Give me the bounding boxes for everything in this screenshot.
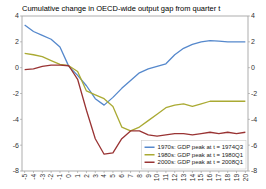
x-tick: [218, 171, 219, 173]
y2-tick: [248, 93, 250, 94]
x-tick: [245, 171, 246, 173]
y2-tick: [248, 16, 250, 17]
x-tick: [104, 171, 105, 173]
x-tick: [210, 171, 211, 173]
x-tick-label: 11: [162, 174, 169, 181]
x-tick: [227, 171, 228, 173]
x-tick: [77, 171, 78, 173]
y2-tick: [248, 67, 250, 68]
legend-swatch: [145, 154, 155, 156]
legend-label: 2000s: GDP peak at t = 2008Q1: [158, 159, 244, 165]
x-tick: [51, 171, 52, 173]
x-tick: [59, 171, 60, 173]
x-tick-label: 13: [180, 174, 187, 182]
x-tick: [165, 171, 166, 173]
x-tick: [42, 171, 43, 173]
x-tick-label: 14: [189, 174, 196, 182]
y2-tick-label: 4: [251, 12, 255, 19]
legend-label: 1970s: GDP peak at t = 1974Q3: [158, 144, 244, 150]
y-tick-label: -6: [13, 142, 19, 149]
x-tick-label: 12: [171, 174, 178, 182]
y2-tick-label: 0: [251, 64, 255, 71]
y2-tick: [248, 119, 250, 120]
y2-tick-label: -6: [251, 142, 257, 149]
x-tick: [236, 171, 237, 173]
y-tick: [20, 67, 22, 68]
x-tick: [139, 171, 140, 173]
y-tick-label: -4: [13, 116, 19, 123]
x-tick-label: 7: [127, 174, 134, 178]
y-tick: [20, 93, 22, 94]
x-tick-label: 20: [242, 174, 249, 182]
y2-tick: [248, 145, 250, 146]
x-tick: [24, 171, 25, 173]
y2-tick: [248, 41, 250, 42]
y2-tick: [248, 171, 250, 172]
chart: -5-4-3-2-1012345678910111213141516171819…: [0, 0, 266, 189]
y2-tick-label: -4: [251, 116, 257, 123]
x-tick: [192, 171, 193, 173]
x-tick-label: 1: [74, 174, 81, 178]
x-tick-label: 5: [109, 174, 116, 178]
x-tick-label: 0: [65, 174, 72, 178]
x-tick-label: 8: [136, 174, 143, 178]
y2-tick-label: -2: [251, 90, 257, 97]
x-tick-label: -1: [56, 174, 63, 180]
x-tick-label: 3: [92, 174, 99, 178]
x-tick-label: -4: [30, 174, 37, 180]
y-tick-label: -8: [13, 167, 19, 174]
x-tick-label: 9: [145, 174, 152, 178]
y-tick-label: 4: [15, 12, 19, 19]
x-tick-label: -5: [21, 174, 28, 180]
x-tick: [121, 171, 122, 173]
y-tick: [20, 41, 22, 42]
y-tick-label: 0: [15, 64, 19, 71]
x-tick-label: -2: [47, 174, 54, 180]
legend-label: 1980s: GDP peak at t = 1980Q1: [158, 152, 244, 158]
y-tick-label: -2: [13, 90, 19, 97]
plot-frame: [22, 16, 248, 171]
x-tick: [130, 171, 131, 173]
y-tick: [20, 16, 22, 17]
x-tick-label: 2: [83, 174, 90, 178]
x-tick: [68, 171, 69, 173]
x-tick: [174, 171, 175, 173]
x-tick-label: 16: [206, 174, 213, 182]
x-tick: [112, 171, 113, 173]
y2-tick-label: 2: [251, 38, 255, 45]
y-tick: [20, 171, 22, 172]
y-tick: [20, 119, 22, 120]
x-tick-label: 4: [100, 174, 107, 178]
x-tick: [95, 171, 96, 173]
x-tick: [201, 171, 202, 173]
x-tick: [33, 171, 34, 173]
x-tick-label: 17: [215, 174, 222, 182]
lines: [25, 25, 246, 154]
legend: 1970s: GDP peak at t = 1974Q3 1980s: GDP …: [142, 141, 246, 170]
x-tick: [148, 171, 149, 173]
x-tick-label: 19: [233, 174, 240, 182]
y2-tick-label: -8: [251, 167, 257, 174]
x-tick-label: 15: [197, 174, 204, 182]
y-tick-label: 2: [15, 38, 19, 45]
x-tick-label: 18: [224, 174, 231, 182]
x-tick: [183, 171, 184, 173]
title: Cumulative change in OECD-wide output ga…: [22, 4, 221, 13]
x-tick-label: 10: [153, 174, 160, 182]
y-tick: [20, 145, 22, 146]
legend-frame: [142, 141, 246, 170]
x-tick: [86, 171, 87, 173]
legend-swatch: [145, 147, 155, 149]
legend-swatch: [145, 162, 155, 164]
x-tick-label: -3: [39, 174, 46, 180]
x-tick: [157, 171, 158, 173]
x-tick-label: 6: [118, 174, 125, 178]
